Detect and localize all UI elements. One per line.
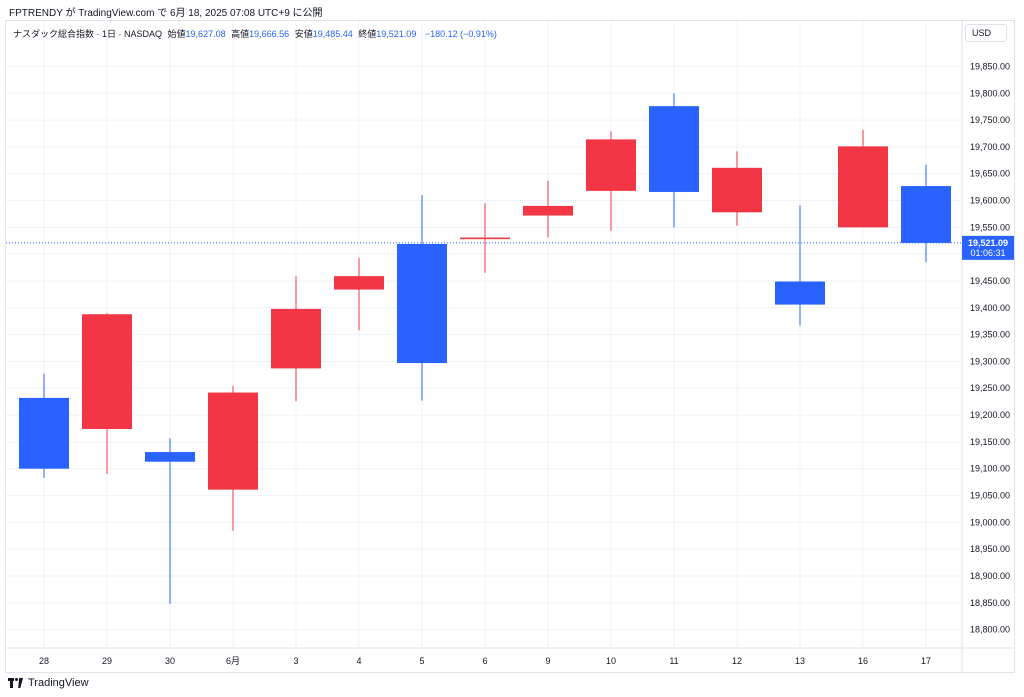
publish-caption: FPTRENDY が TradingView.com で 6月 18, 2025… xyxy=(9,8,323,19)
high-value: 19,666.56 xyxy=(249,29,290,39)
open-label: 始値 xyxy=(167,29,186,39)
y-tick-label: 19,800.00 xyxy=(970,88,1010,98)
y-tick-label: 19,400.00 xyxy=(970,303,1010,313)
x-tick-label: 10 xyxy=(606,656,616,666)
candle-body[interactable] xyxy=(649,106,699,192)
candle-body[interactable] xyxy=(775,281,825,305)
x-tick-label: 12 xyxy=(732,656,742,666)
y-tick-label: 19,050.00 xyxy=(970,491,1010,501)
chart-frame[interactable] xyxy=(5,20,1015,673)
currency-button[interactable]: USD xyxy=(965,24,1007,42)
close-value: 19,521.09 xyxy=(376,29,417,39)
y-tick-label: 19,350.00 xyxy=(970,330,1010,340)
x-tick-label: 9 xyxy=(545,656,550,666)
y-tick-label: 19,100.00 xyxy=(970,464,1010,474)
y-tick-label: 18,900.00 xyxy=(970,571,1010,581)
publish-caption-bar: FPTRENDY が TradingView.com で 6月 18, 2025… xyxy=(0,0,1024,20)
y-tick-label: 19,700.00 xyxy=(970,142,1010,152)
candle-body[interactable] xyxy=(712,167,762,213)
candle-body[interactable] xyxy=(82,314,132,430)
x-tick-label: 3 xyxy=(293,656,298,666)
last-price-badge xyxy=(962,235,1014,260)
candle-body[interactable] xyxy=(523,205,573,216)
brand-name: TradingView xyxy=(28,677,89,689)
y-tick-label: 19,200.00 xyxy=(970,410,1010,420)
y-tick-label: 19,650.00 xyxy=(970,169,1010,179)
candle-body[interactable] xyxy=(901,186,951,243)
footer-brand[interactable]: TradingView xyxy=(8,677,89,689)
y-tick-label: 18,800.00 xyxy=(970,625,1010,635)
x-tick-label: 6 xyxy=(482,656,487,666)
candle-body[interactable] xyxy=(19,397,69,469)
symbol-legend: ナスダック総合指数 · 1日 · NASDAQ 始値19,627.08 高値19… xyxy=(13,27,497,40)
y-tick-label: 19,000.00 xyxy=(970,517,1010,527)
open-value: 19,627.08 xyxy=(185,29,226,39)
candle-body[interactable] xyxy=(208,392,258,490)
y-tick-label: 19,250.00 xyxy=(970,383,1010,393)
y-tick-label: 19,450.00 xyxy=(970,276,1010,286)
x-tick-label: 5 xyxy=(419,656,424,666)
y-tick-label: 19,750.00 xyxy=(970,115,1010,125)
y-tick-label: 19,300.00 xyxy=(970,356,1010,366)
x-tick-label: 29 xyxy=(102,656,112,666)
x-tick-label: 4 xyxy=(356,656,361,666)
x-tick-label: 17 xyxy=(921,656,931,666)
last-price-label: 19,521.09 xyxy=(968,238,1008,248)
symbol-title[interactable]: ナスダック総合指数 · 1日 · NASDAQ xyxy=(13,29,163,39)
low-label: 安値 xyxy=(294,29,313,39)
x-tick-label: 28 xyxy=(39,656,49,666)
y-tick-label: 18,850.00 xyxy=(970,598,1010,608)
change-value: −180.12 (−0.91%) xyxy=(424,29,497,39)
candle-body[interactable] xyxy=(145,452,195,462)
candle-body[interactable] xyxy=(334,276,384,290)
candle-body[interactable] xyxy=(586,139,636,191)
close-label: 終値 xyxy=(358,29,377,39)
countdown-label: 01:06:31 xyxy=(970,248,1005,258)
candle-body[interactable] xyxy=(460,237,510,240)
low-value: 19,485.44 xyxy=(312,29,353,39)
x-tick-label: 6月 xyxy=(226,656,240,666)
y-tick-label: 19,150.00 xyxy=(970,437,1010,447)
candle-body[interactable] xyxy=(838,146,888,228)
tradingview-logo-icon xyxy=(8,678,24,688)
x-tick-label: 30 xyxy=(165,656,175,666)
x-tick-label: 16 xyxy=(858,656,868,666)
y-tick-label: 19,600.00 xyxy=(970,196,1010,206)
candle-body[interactable] xyxy=(271,308,321,369)
y-tick-label: 18,950.00 xyxy=(970,544,1010,554)
y-tick-label: 19,850.00 xyxy=(970,61,1010,71)
candle-body[interactable] xyxy=(397,243,447,364)
high-label: 高値 xyxy=(231,29,250,39)
x-tick-label: 13 xyxy=(795,656,805,666)
y-tick-label: 19,550.00 xyxy=(970,222,1010,232)
x-tick-label: 11 xyxy=(669,656,678,666)
